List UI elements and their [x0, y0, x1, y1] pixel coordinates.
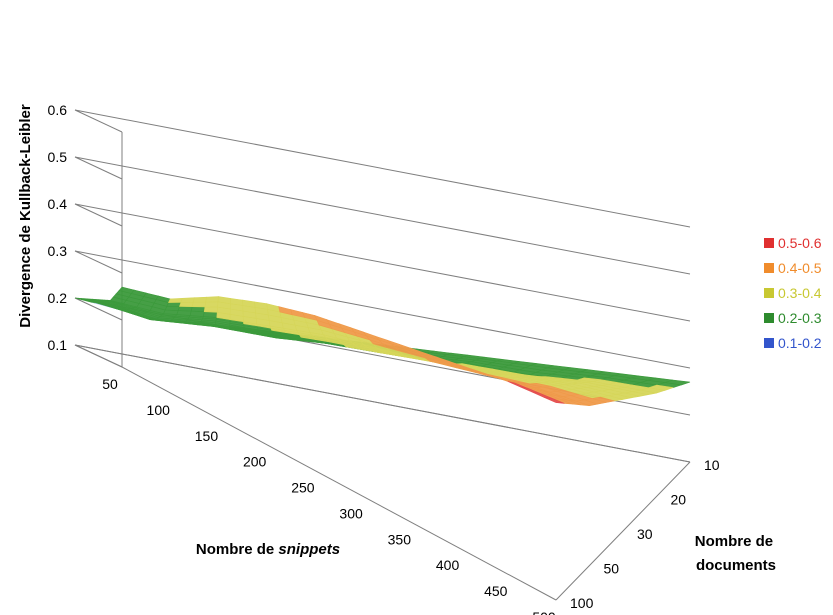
surface-cell-0-1-2-2	[190, 306, 206, 313]
y-tick-3: 50	[604, 561, 620, 577]
gridline-2	[74, 250, 691, 369]
floor-back-edges	[74, 344, 691, 463]
legend-label-1: 0.4-0.5	[778, 260, 822, 276]
y-axis-line	[555, 461, 691, 601]
surface-cell-0-1-2-0	[164, 305, 180, 311]
surface-cell-0-1-2-3	[203, 306, 218, 313]
y-tick-2: 30	[637, 526, 653, 542]
surface-cell-0-1-3-1	[176, 310, 192, 316]
y-axis-title-line2: documents	[696, 557, 776, 574]
surface-cell-0-1-1-1	[179, 301, 194, 308]
legend-label-4: 0.1-0.2	[778, 335, 822, 351]
legend-label-3: 0.2-0.3	[778, 310, 822, 326]
y-tick-1: 20	[671, 492, 687, 508]
y-tick-0: 10	[704, 457, 720, 473]
surface-cell-0-8-0-3	[543, 397, 565, 404]
x-axis-title: Nombre de snippets	[196, 541, 340, 558]
z-tick-1: 0.2	[48, 290, 68, 306]
x-tick-4: 250	[291, 480, 315, 496]
z-tick-3: 0.4	[48, 196, 68, 212]
chart-walls	[74, 109, 691, 601]
x-tick-0: 50	[102, 376, 118, 392]
z-axis-ticks: 0.1 0.2 0.3 0.4 0.5 0.6	[48, 102, 68, 353]
surface-cell-0-1-2-1	[177, 306, 193, 312]
legend-swatch-2	[764, 288, 774, 298]
z-tick-0: 0.1	[48, 337, 68, 353]
surface-plot	[74, 286, 691, 407]
surface-cell-0-1-1-0	[166, 302, 182, 307]
gridline-4	[74, 156, 691, 275]
x-axis-ticks: 50 100 150 200 250 300 350 400 450 500	[102, 376, 556, 615]
y-axis-ticks: 10 20 30 50 100	[570, 457, 720, 611]
gridline-5	[74, 109, 691, 228]
legend-swatch-0	[764, 238, 774, 248]
z-tick-4: 0.5	[48, 149, 68, 165]
y-tick-4: 100	[570, 595, 594, 611]
x-axis-title-emph: snippets	[278, 541, 340, 558]
y-axis-title-line1: Nombre de	[695, 533, 773, 550]
x-tick-9: 500	[532, 609, 556, 615]
y-axis-title: Nombre de documents	[695, 533, 778, 574]
x-tick-5: 300	[339, 505, 363, 521]
surface-cell-0-1-3-3	[203, 311, 218, 318]
legend: 0.5-0.6 0.4-0.5 0.3-0.4 0.2-0.3 0.1-0.2	[764, 235, 822, 351]
legend-swatch-1	[764, 263, 774, 273]
x-axis-title-prefix: Nombre de	[196, 541, 279, 558]
surface-cell-0-1-0-2	[192, 296, 207, 303]
x-tick-6: 350	[388, 531, 412, 547]
x-tick-1: 100	[147, 402, 171, 418]
legend-swatch-3	[764, 313, 774, 323]
z-axis-title: Divergence de Kullback-Leibler	[17, 104, 34, 328]
surface-cell-0-1-3-2	[189, 310, 205, 317]
gridline-3	[74, 203, 691, 322]
z-tick-5: 0.6	[48, 102, 68, 118]
x-tick-8: 450	[484, 583, 508, 599]
surface-cell-0-1-0-1	[180, 297, 195, 303]
z-tick-2: 0.3	[48, 243, 68, 259]
x-tick-7: 400	[436, 557, 460, 573]
legend-swatch-4	[764, 338, 774, 348]
legend-label-0: 0.5-0.6	[778, 235, 822, 251]
surface-cell-0-1-1-3	[204, 301, 219, 308]
x-axis-line	[121, 366, 557, 601]
x-tick-3: 200	[243, 454, 267, 470]
x-tick-2: 150	[195, 428, 219, 444]
legend-label-2: 0.3-0.4	[778, 285, 822, 301]
surface-cell-0-1-0-3	[205, 296, 219, 303]
surface-cell-0-1-0-0	[168, 297, 183, 303]
surface-cell-0-1-1-2	[191, 301, 207, 308]
